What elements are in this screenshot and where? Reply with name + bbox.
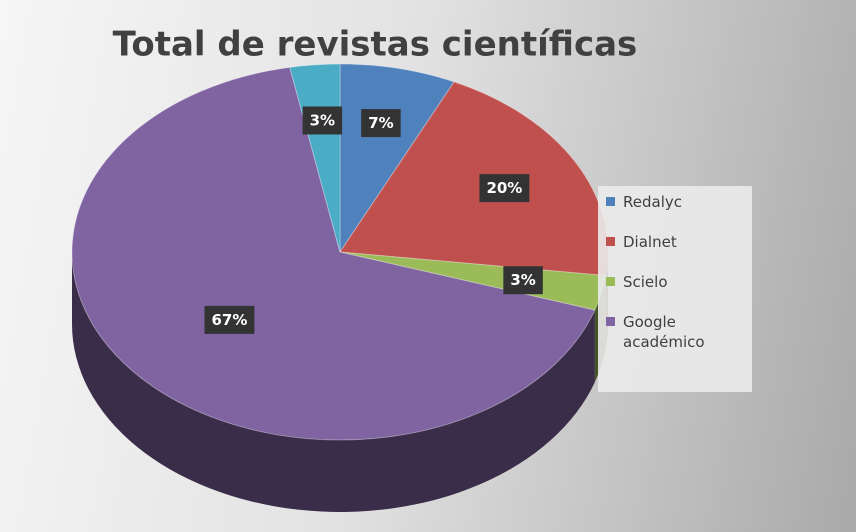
value-label-group: 20% bbox=[479, 174, 530, 203]
value-label-group: 67% bbox=[204, 305, 255, 334]
chart-title: Total de revistas científicas bbox=[113, 25, 638, 65]
legend-item: Google académico bbox=[606, 312, 744, 352]
legend-label: Google académico bbox=[623, 313, 705, 351]
value-label: 3% bbox=[310, 111, 335, 129]
pie-slice bbox=[71, 66, 596, 441]
pie-side bbox=[72, 252, 595, 512]
legend-swatch bbox=[606, 237, 615, 246]
value-label: 3% bbox=[510, 271, 535, 289]
legend-item: Redalyc bbox=[606, 192, 744, 212]
value-label: 7% bbox=[368, 114, 393, 132]
legend-swatch bbox=[606, 197, 615, 206]
value-label-box bbox=[503, 266, 543, 295]
value-label-box bbox=[302, 106, 343, 135]
legend-swatch bbox=[606, 277, 615, 286]
legend-swatch bbox=[606, 317, 615, 326]
legend-label: Redalyc bbox=[623, 193, 682, 211]
value-label-box bbox=[204, 305, 255, 334]
legend-item: Dialnet bbox=[606, 232, 744, 252]
value-label-box bbox=[361, 109, 401, 138]
value-label: 20% bbox=[486, 179, 522, 197]
value-label: 67% bbox=[211, 311, 247, 329]
legend-label: Dialnet bbox=[623, 233, 677, 251]
legend: Redalyc Dialnet Scielo Google académico bbox=[598, 186, 752, 392]
legend-label: Scielo bbox=[623, 273, 668, 291]
value-label-group: 3% bbox=[503, 266, 543, 295]
value-label-group: 7% bbox=[361, 109, 401, 138]
value-label-group: 3% bbox=[302, 106, 343, 135]
legend-item: Scielo bbox=[606, 272, 744, 292]
value-label-box bbox=[479, 174, 530, 203]
